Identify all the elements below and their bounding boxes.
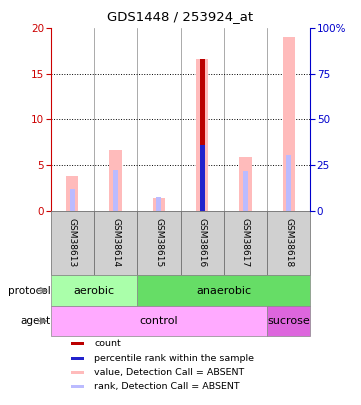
Text: agent: agent: [21, 316, 51, 326]
Text: GSM38614: GSM38614: [111, 218, 120, 268]
Bar: [286, 155, 291, 211]
Bar: [200, 145, 205, 211]
Text: GDS1448 / 253924_at: GDS1448 / 253924_at: [108, 10, 253, 23]
Bar: [51, 211, 94, 275]
Bar: [51, 306, 267, 336]
Bar: [200, 145, 205, 211]
Text: rank, Detection Call = ABSENT: rank, Detection Call = ABSENT: [94, 382, 240, 391]
Text: count: count: [94, 339, 121, 348]
Bar: [109, 150, 122, 211]
Bar: [239, 157, 252, 211]
Bar: [156, 197, 161, 211]
Bar: [267, 306, 310, 336]
Text: GSM38615: GSM38615: [155, 218, 163, 268]
Bar: [153, 198, 165, 211]
Text: value, Detection Call = ABSENT: value, Detection Call = ABSENT: [94, 368, 244, 377]
Text: control: control: [140, 316, 178, 326]
Text: GSM38613: GSM38613: [68, 218, 77, 268]
Bar: [94, 211, 137, 275]
Bar: [224, 211, 267, 275]
Bar: [71, 342, 84, 345]
Bar: [113, 170, 118, 211]
Bar: [267, 211, 310, 275]
Bar: [66, 176, 78, 211]
Bar: [196, 59, 208, 211]
Bar: [283, 37, 295, 211]
Bar: [200, 59, 205, 211]
Text: aerobic: aerobic: [73, 286, 114, 296]
Bar: [71, 371, 84, 374]
Text: percentile rank within the sample: percentile rank within the sample: [94, 354, 254, 363]
Text: anaerobic: anaerobic: [196, 286, 251, 296]
Text: GSM38616: GSM38616: [198, 218, 206, 268]
Bar: [137, 275, 310, 306]
Bar: [70, 189, 75, 211]
Bar: [51, 275, 137, 306]
Bar: [180, 211, 224, 275]
Text: protocol: protocol: [8, 286, 51, 296]
Text: GSM38617: GSM38617: [241, 218, 250, 268]
Bar: [71, 357, 84, 360]
Bar: [137, 211, 180, 275]
Text: GSM38618: GSM38618: [284, 218, 293, 268]
Text: sucrose: sucrose: [268, 316, 310, 326]
Bar: [243, 171, 248, 211]
Bar: [71, 385, 84, 388]
